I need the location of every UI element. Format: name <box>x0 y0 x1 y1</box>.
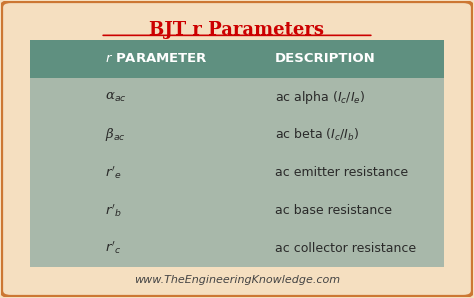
Text: ac collector resistance: ac collector resistance <box>275 242 416 255</box>
Text: ac beta ($I_c$/$I_b$): ac beta ($I_c$/$I_b$) <box>275 127 359 143</box>
Bar <box>30 40 444 78</box>
Text: www.TheEngineeringKnowledge.com: www.TheEngineeringKnowledge.com <box>134 275 340 285</box>
Text: ac base resistance: ac base resistance <box>275 204 392 217</box>
Text: $r'_b$: $r'_b$ <box>105 202 122 219</box>
Bar <box>30 40 444 267</box>
Text: $r$ PARAMETER: $r$ PARAMETER <box>105 52 208 66</box>
Text: β$_{ac}$: β$_{ac}$ <box>105 126 126 143</box>
Text: $r'_c$: $r'_c$ <box>105 240 121 257</box>
Text: α$_{ac}$: α$_{ac}$ <box>105 91 127 104</box>
Text: $r'_e$: $r'_e$ <box>105 164 121 181</box>
Text: BJT r Parameters: BJT r Parameters <box>149 21 325 38</box>
Text: ac emitter resistance: ac emitter resistance <box>275 166 408 179</box>
Text: ac alpha ($I_c$/$I_e$): ac alpha ($I_c$/$I_e$) <box>275 89 365 105</box>
Text: DESCRIPTION: DESCRIPTION <box>275 52 375 66</box>
